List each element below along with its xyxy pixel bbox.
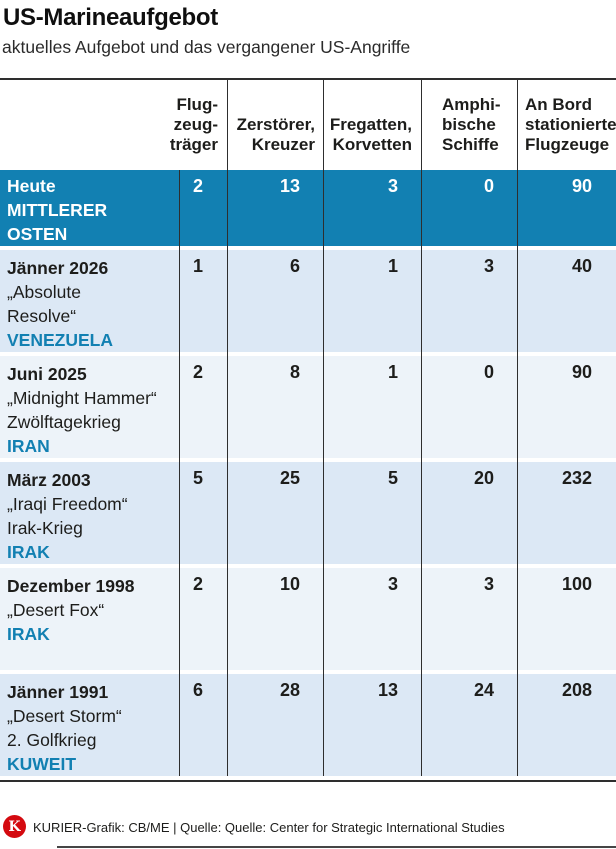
value-destroyers: 10 <box>279 574 300 594</box>
column-divider <box>420 78 422 776</box>
value-amphibious: 3 <box>483 256 494 276</box>
table-bottom-border <box>0 780 616 782</box>
value-amphibious: 0 <box>483 362 494 382</box>
table-row-jaenner-1991: Jänner 1991 „Desert Storm“ 2. Golfkrieg … <box>0 674 616 776</box>
table-header-row: Flug- zeug- träger Zerstörer, Kreuzer Fr… <box>0 78 616 170</box>
value-destroyers: 28 <box>279 680 300 700</box>
bottom-edge-line <box>57 846 616 848</box>
table-row-jaenner-2026: Jänner 2026 „Absolute Resolve“ VENEZUELA… <box>0 250 616 352</box>
value-carriers: 2 <box>192 176 203 196</box>
value-aircraft: 232 <box>561 468 592 488</box>
row-operation-line1: „Absolute <box>7 282 81 302</box>
value-frigates: 1 <box>387 256 398 276</box>
row-date: Jänner 2026 <box>7 258 109 278</box>
value-carriers: 2 <box>192 362 203 382</box>
credit-source-line: KURIER-Grafik: CB/ME | Quelle: Quelle: C… <box>33 820 505 835</box>
value-carriers: 2 <box>192 574 203 594</box>
value-destroyers: 8 <box>289 362 300 382</box>
row-region-line1: MITTLERER <box>7 200 108 220</box>
value-aircraft: 100 <box>561 574 592 594</box>
value-frigates: 1 <box>387 362 398 382</box>
value-frigates: 3 <box>387 176 398 196</box>
value-frigates: 13 <box>377 680 398 700</box>
value-amphibious: 3 <box>483 574 494 594</box>
row-country: IRAK <box>7 542 50 562</box>
value-frigates: 5 <box>387 468 398 488</box>
row-label: Heute MITTLERER OSTEN <box>0 170 179 246</box>
kurier-logo-icon: K <box>3 815 26 838</box>
row-country: KUWEIT <box>7 754 77 774</box>
table-row-heute: Heute MITTLERER OSTEN 2 13 3 0 90 <box>0 170 616 246</box>
value-carriers: 6 <box>192 680 203 700</box>
value-aircraft: 40 <box>571 256 592 276</box>
row-label: Juni 2025 „Midnight Hammer“ Zwölftagekri… <box>0 356 179 458</box>
column-header-aircraft: An Bord stationierte Flugzeuge <box>525 94 616 154</box>
row-region-line2: OSTEN <box>7 224 68 244</box>
row-operation-line2: Resolve“ <box>7 306 77 326</box>
row-operation: „Desert Storm“ <box>7 706 122 726</box>
row-war-name: Irak-Krieg <box>7 518 83 538</box>
row-date: Dezember 1998 <box>7 576 135 596</box>
value-amphibious: 20 <box>473 468 494 488</box>
row-label: Jänner 2026 „Absolute Resolve“ VENEZUELA <box>0 250 179 352</box>
table-row-juni-2025: Juni 2025 „Midnight Hammer“ Zwölftagekri… <box>0 356 616 458</box>
column-header-destroyers: Zerstörer, Kreuzer <box>236 114 315 154</box>
row-label: März 2003 „Iraqi Freedom“ Irak-Krieg IRA… <box>0 462 179 564</box>
table-row-dezember-1998: Dezember 1998 „Desert Fox“ IRAK 2 10 3 3… <box>0 568 616 670</box>
column-header-frigates: Fregatten, Korvetten <box>329 114 412 154</box>
row-date: Jänner 1991 <box>7 682 109 702</box>
value-amphibious: 24 <box>473 680 494 700</box>
row-label: Dezember 1998 „Desert Fox“ IRAK <box>0 568 179 670</box>
value-destroyers: 13 <box>279 176 300 196</box>
row-country: VENEZUELA <box>7 330 113 350</box>
row-country: IRAK <box>7 624 50 644</box>
value-carriers: 1 <box>192 256 203 276</box>
row-country: IRAN <box>7 436 50 456</box>
table-row-maerz-2003: März 2003 „Iraqi Freedom“ Irak-Krieg IRA… <box>0 462 616 564</box>
column-header-carriers: Flug- zeug- träger <box>169 94 218 154</box>
value-aircraft: 90 <box>571 176 592 196</box>
column-divider <box>178 170 180 776</box>
row-date: März 2003 <box>7 470 91 490</box>
column-divider <box>322 78 324 776</box>
page-subtitle: aktuelles Aufgebot und das vergangener U… <box>2 37 411 57</box>
value-aircraft: 208 <box>561 680 592 700</box>
row-operation: „Iraqi Freedom“ <box>7 494 128 514</box>
row-operation: „Midnight Hammer“ <box>7 388 157 408</box>
value-aircraft: 90 <box>571 362 592 382</box>
column-header-amphibious: Amphi- bische Schiffe <box>442 94 501 154</box>
value-frigates: 3 <box>387 574 398 594</box>
value-carriers: 5 <box>192 468 203 488</box>
value-destroyers: 25 <box>279 468 300 488</box>
row-operation: „Desert Fox“ <box>7 600 105 620</box>
navy-deployment-table: Flug- zeug- träger Zerstörer, Kreuzer Fr… <box>0 78 616 782</box>
row-date: Heute <box>7 176 56 196</box>
column-divider <box>226 78 228 776</box>
row-date: Juni 2025 <box>7 364 87 384</box>
row-label: Jänner 1991 „Desert Storm“ 2. Golfkrieg … <box>0 674 179 776</box>
page-title: US-Marineaufgebot <box>3 4 218 31</box>
value-amphibious: 0 <box>483 176 494 196</box>
row-war-name: 2. Golfkrieg <box>7 730 97 750</box>
column-divider <box>516 78 518 776</box>
value-destroyers: 6 <box>289 256 300 276</box>
row-war-name: Zwölftagekrieg <box>7 412 121 432</box>
